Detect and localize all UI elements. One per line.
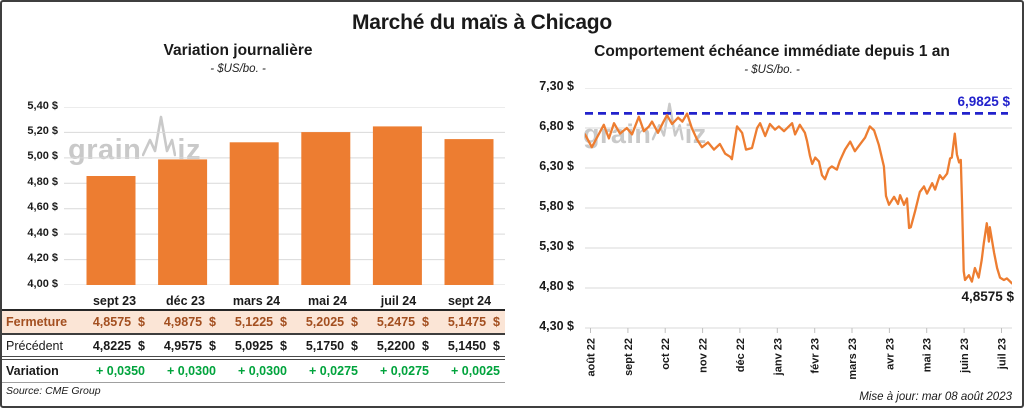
bar <box>229 142 279 285</box>
line-chart-title: Comportement échéance immédiate depuis 1… <box>594 43 950 60</box>
table-cell: 5,1225 $ <box>234 315 287 329</box>
x-axis-label: févr 23 <box>810 338 822 373</box>
bar-chart-subtitle: - $US/bo. - <box>210 63 266 75</box>
table-cell: 4,8575 $ <box>92 315 145 329</box>
y-axis-label: 5,30 $ <box>539 239 574 253</box>
y-axis-label: 5,80 $ <box>539 199 574 213</box>
table-cell: + 0,0025 <box>450 364 500 378</box>
column-header: déc 23 <box>166 294 205 308</box>
column-header: mai 24 <box>308 294 347 308</box>
price-spike-icon <box>142 115 177 157</box>
x-axis-label: mai 23 <box>922 338 934 372</box>
table-cell: + 0,0350 <box>95 364 145 378</box>
x-axis-label: mars 23 <box>847 338 859 380</box>
update-note: Mise à jour: mar 08 août 2023 <box>859 391 1012 403</box>
column-header: sept 24 <box>447 294 492 308</box>
futures-table: sept 23 déc 23 mars 24 mai 24 juil 24 se… <box>2 292 505 398</box>
x-axis-label: juil 23 <box>997 338 1009 370</box>
y-axis-label: 7,30 $ <box>539 79 574 93</box>
grainwiz-watermark: grain iz <box>68 115 201 165</box>
one-year-price-line-chart: août 22 sept 22 oct 22 nov 22 déc 22 janv 23 f… <box>585 88 1012 380</box>
table-header-row: sept 23 déc 23 mars 24 mai 24 juil 24 se… <box>2 292 505 311</box>
bar <box>158 159 208 285</box>
x-axis-label: oct 22 <box>660 338 672 370</box>
table-row-precedent: Précédent 4,8225 $ 4,9575 $ 5,0925 $ 5,1… <box>2 335 505 360</box>
bar <box>444 139 494 285</box>
table-cell: 4,8225 $ <box>92 338 145 353</box>
price-series <box>585 112 1012 285</box>
column-header: mars 24 <box>232 294 281 308</box>
table-row-fermeture: Fermeture 4,8575 $ 4,9875 $ 5,1225 $ 5,2… <box>2 311 505 335</box>
bar <box>372 126 422 285</box>
bar <box>301 132 351 285</box>
x-axis: août 22 sept 22 oct 22 nov 22 déc 22 janv 23 f… <box>586 328 1009 380</box>
row-label: Variation <box>6 364 59 378</box>
table-cell: 5,2475 $ <box>376 315 429 329</box>
y-axis-label: 4,60 $ <box>27 201 58 214</box>
x-axis-label: juin 23 <box>959 338 971 374</box>
table-cell: 5,0925 $ <box>234 338 287 353</box>
y-axis-label: 4,30 $ <box>539 319 574 333</box>
line-chart-subtitle: - $US/bo. - <box>744 64 800 76</box>
watermark-text: iz <box>177 134 201 166</box>
table-cell: 5,2025 $ <box>305 315 358 329</box>
row-label: Précédent <box>6 338 63 353</box>
page-title: Marché du maïs à Chicago <box>351 11 613 34</box>
y-axis-label: 5,40 $ <box>27 99 58 112</box>
table-cell: 5,1450 $ <box>447 338 500 353</box>
y-axis-label: 4,80 $ <box>27 175 58 188</box>
column-header: sept 23 <box>92 294 137 308</box>
source-note: Source: CME Group <box>6 385 101 397</box>
y-axis-label: 6,80 $ <box>539 119 574 133</box>
y-axis-label: 6,30 $ <box>539 159 574 173</box>
x-axis-label: avr 23 <box>884 338 896 370</box>
reference-high-label: 6,9825 $ <box>957 94 1010 109</box>
table-cell: + 0,0300 <box>237 364 287 378</box>
table-cell: + 0,0275 <box>308 364 358 378</box>
table-cell: 4,9875 $ <box>163 315 216 329</box>
table-cell: + 0,0275 <box>379 364 429 378</box>
x-axis-label: nov 22 <box>698 338 710 373</box>
table-cell: + 0,0300 <box>166 364 216 378</box>
bar-chart-title: Variation journalière <box>163 42 313 59</box>
x-axis-label: déc 22 <box>735 338 747 372</box>
x-axis-label: sept 22 <box>623 338 635 376</box>
y-axis-label: 4,20 $ <box>27 252 58 265</box>
last-price-label: 4,8575 $ <box>961 289 1014 304</box>
bars <box>86 126 494 285</box>
bar <box>86 176 136 285</box>
table-cell: 4,9575 $ <box>163 338 216 353</box>
x-axis-label: janv 23 <box>772 338 784 376</box>
watermark-text: grain <box>68 134 142 166</box>
table-cell: 5,1750 $ <box>305 338 358 353</box>
gridlines <box>64 107 505 285</box>
table-row-variation: Variation + 0,0350 + 0,0300 + 0,0300 + 0… <box>2 360 505 383</box>
row-label: Fermeture <box>6 315 68 329</box>
daily-variation-bar-chart <box>64 107 505 285</box>
table-cell: 5,1475 $ <box>447 315 500 329</box>
column-header: juil 24 <box>380 294 417 308</box>
x-axis-label: août 22 <box>586 338 598 377</box>
y-axis-label: 4,40 $ <box>27 226 58 239</box>
table-cell: 5,2200 $ <box>376 338 429 353</box>
y-axis-label: 4,80 $ <box>539 279 574 293</box>
price-spike-icon <box>652 102 684 141</box>
y-axis-label: 4,00 $ <box>27 277 58 290</box>
y-axis-label: 5,20 $ <box>27 124 58 137</box>
y-axis-label: 5,00 $ <box>27 150 58 163</box>
